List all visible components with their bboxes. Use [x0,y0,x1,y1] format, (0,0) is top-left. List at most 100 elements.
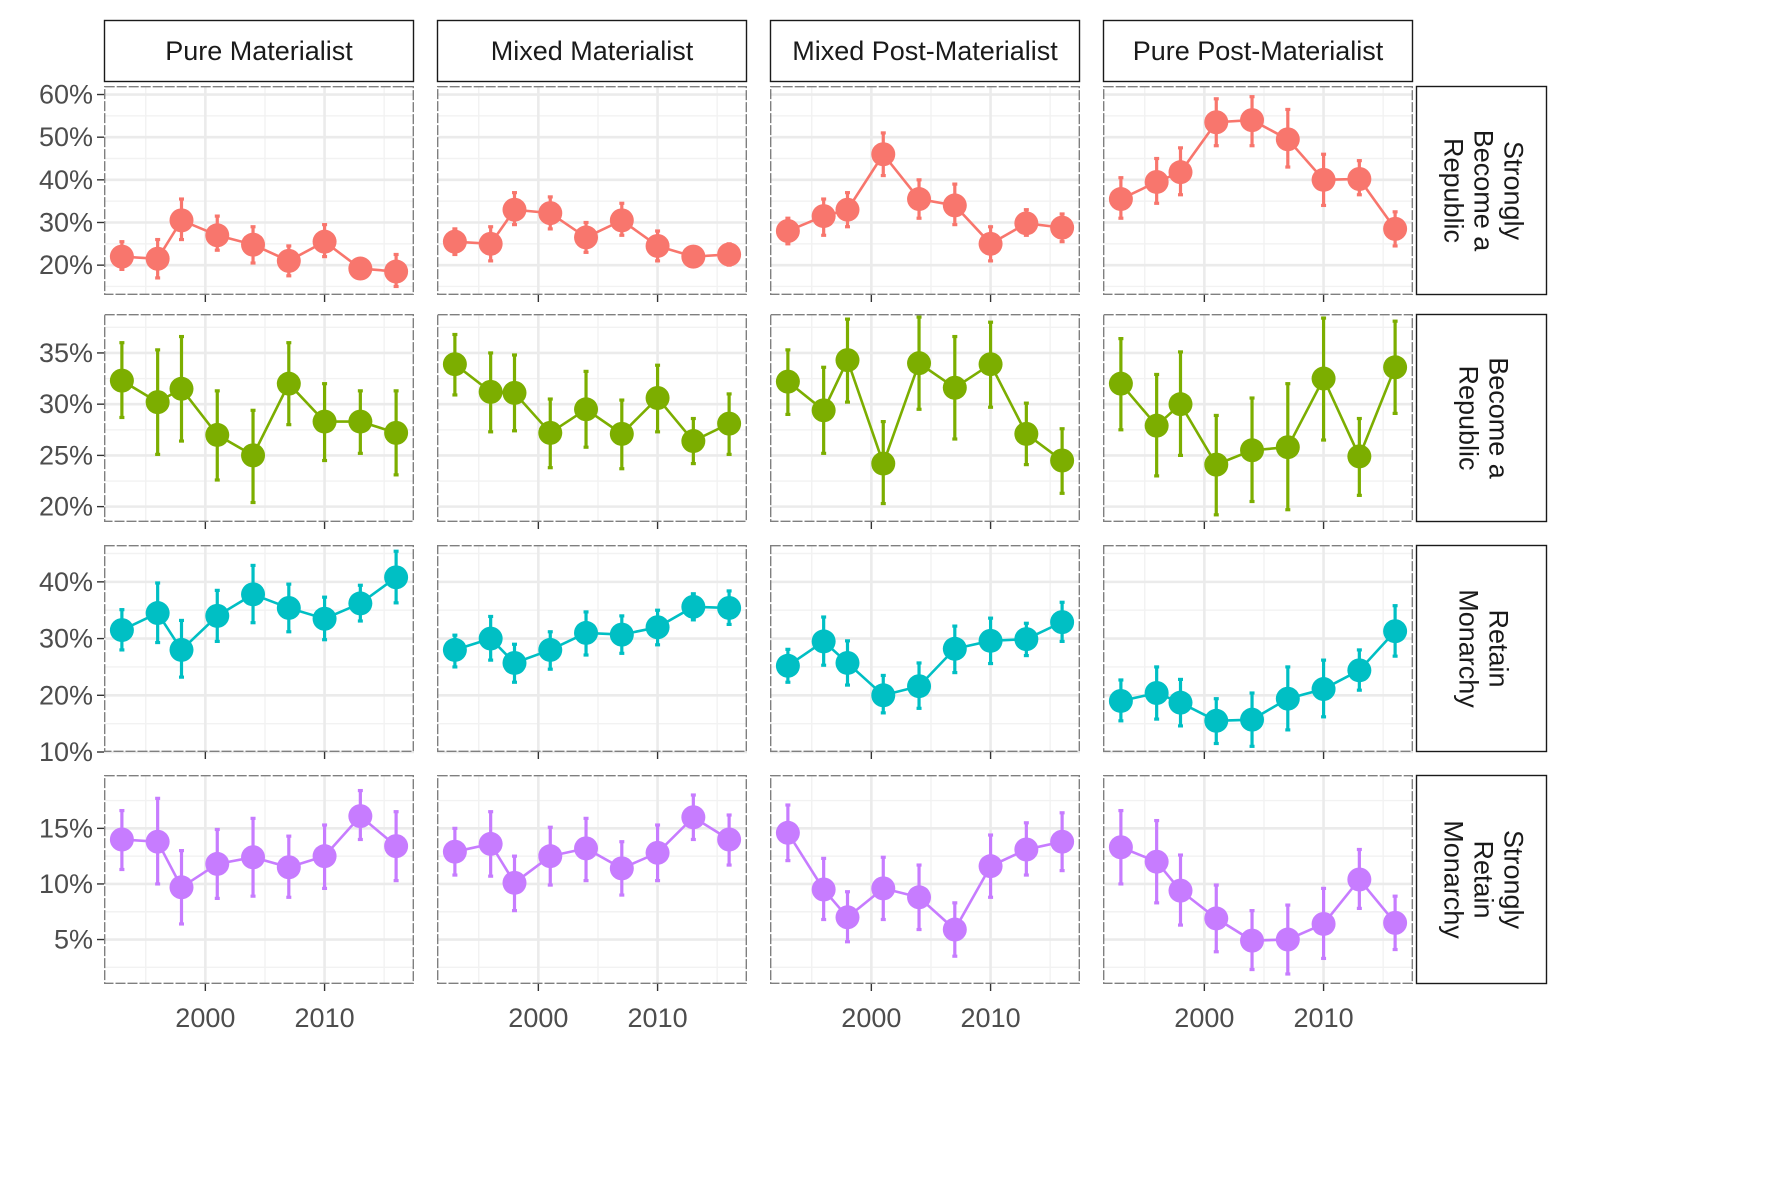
data-point [1144,849,1169,874]
data-point [241,582,266,607]
data-point [1347,444,1372,469]
data-point [205,223,230,248]
series-group [775,131,1075,263]
x-tick-label: 2010 [1294,1003,1354,1033]
panel-border [437,775,748,985]
panel-border [1102,545,1413,753]
data-point [1050,448,1075,473]
panel-background [104,545,414,752]
data-point [717,827,742,852]
data-point [574,836,599,861]
data-point [907,187,932,212]
column-strip-label: Pure Post-Materialist [1133,36,1384,66]
data-point [907,674,932,699]
panel-border [770,545,1081,753]
y-tick-label: 5% [54,925,93,955]
data-point [442,839,467,864]
facet-panel [1102,314,1413,529]
data-point [169,637,194,662]
panel-border [437,314,748,523]
x-tick-label: 2010 [961,1003,1021,1033]
data-point [1383,910,1408,935]
data-point [645,233,670,258]
data-point [384,259,409,284]
data-point [241,232,266,257]
data-point [717,411,742,436]
data-point [312,229,337,254]
data-point [1311,167,1336,192]
panel-border [103,85,415,296]
series-group [109,334,409,505]
data-point [145,246,170,271]
panel-border [770,775,1081,985]
data-point [276,248,301,273]
column-strip-label: Pure Materialist [165,36,353,66]
facet-panel [770,85,1081,302]
data-point [478,831,503,856]
column-strip-box [1102,19,1414,83]
data-point [1050,215,1075,240]
data-point [645,840,670,865]
data-point [1014,627,1039,652]
data-point [1144,169,1169,194]
column-strip-label: Mixed Materialist [491,36,694,66]
data-point [1168,160,1193,185]
data-point [1204,906,1229,931]
y-tick-label: 30% [39,389,93,419]
data-point [384,834,409,859]
y-tick-label: 35% [39,338,93,368]
panel-border [1102,314,1413,523]
row-strip-label: Become a [1468,130,1498,253]
data-point [942,375,967,400]
x-tick-label: 2000 [508,1003,568,1033]
data-point [1050,610,1075,635]
column-strip-label: Mixed Post-Materialist [792,36,1058,66]
data-point [835,650,860,675]
data-point [1014,837,1039,862]
data-point [109,618,134,643]
data-point [1311,677,1336,702]
panel-border [770,85,1081,296]
data-point [538,844,563,869]
data-point [442,229,467,254]
data-point [205,851,230,876]
data-point [442,352,467,377]
data-point [1275,686,1300,711]
data-point [574,397,599,422]
panel-border [437,545,748,753]
data-point [835,348,860,373]
series-group [1108,316,1408,517]
data-point [1275,435,1300,460]
panel-background [437,775,747,984]
data-point [478,379,503,404]
x-tick-label: 2000 [1174,1003,1234,1033]
y-tick-label: 30% [39,207,93,237]
data-point [384,420,409,445]
facet-panel: 20% 30% 40% 50% 60% [39,80,415,302]
facet-panel: 2000 2010 [770,775,1081,1033]
data-point [145,601,170,626]
column-strip-box [103,19,415,83]
series-group [1108,95,1408,248]
data-point [681,244,706,269]
facet-panel [1102,545,1413,759]
data-point [1144,681,1169,706]
data-point [276,855,301,880]
facet-panel: 10% 20% 30% 40% [39,545,415,767]
data-point [502,870,527,895]
y-tick-label: 10% [39,869,93,899]
data-point [811,877,836,902]
y-tick-label: 20% [39,680,93,710]
column-strip: Mixed Materialist [436,19,748,83]
row-strip-box [1415,313,1548,523]
data-point [1014,421,1039,446]
data-point [835,905,860,930]
row-strip-label: Retain [1483,609,1513,687]
series-group [442,191,742,269]
y-tick-label: 40% [39,165,93,195]
data-point [681,594,706,619]
data-point [1275,927,1300,952]
